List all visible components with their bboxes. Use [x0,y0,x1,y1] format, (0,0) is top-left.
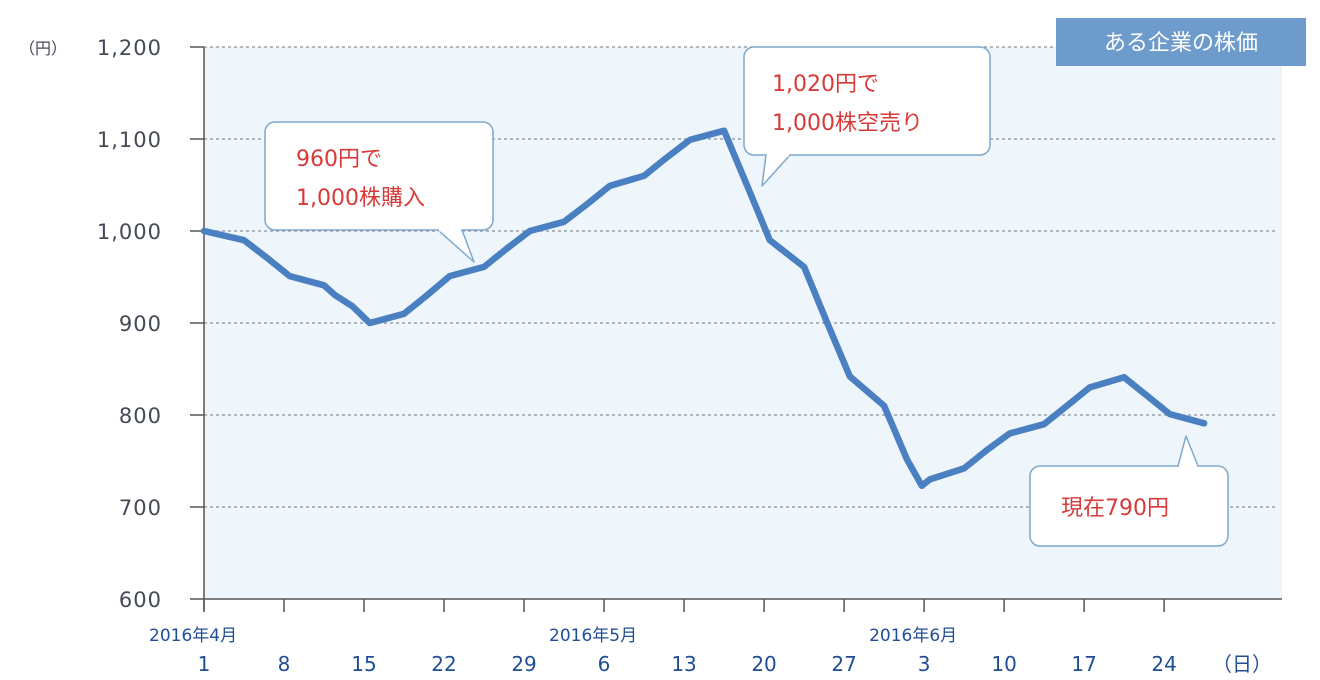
x-tick-label: 3 [918,652,931,676]
callout-tail [1177,435,1199,467]
callout-text: 1,000株空売り [772,111,923,136]
x-month-label: 2016年5月 [549,626,637,646]
y-axis-ticks: 600 700 800 900 1,000 1,100 1,200 [97,36,204,612]
title-background [1056,18,1306,66]
x-axis-ticks: 1 8 15 22 29 6 13 20 27 3 10 17 24 2016年4月 2016年5月 2016… [149,599,1177,676]
y-tick-label: 800 [119,404,162,428]
x-tick-label: 10 [991,652,1016,676]
y-tick-label: 1,200 [97,36,162,60]
x-axis-unit: （日） [1212,652,1272,676]
title-badge: ある企業の株価 [1056,18,1306,66]
callout-text: 960円で [296,147,382,172]
x-tick-label: 20 [751,652,776,676]
axes [203,47,1282,611]
x-tick-label: 8 [278,652,291,676]
grid-lines [204,46,1276,508]
x-tick-label: 17 [1071,652,1096,676]
x-tick-label: 24 [1151,652,1176,676]
callout-tail [437,229,475,263]
callout-box [1029,465,1229,547]
price-line [200,127,1208,490]
callout-box [264,121,494,231]
callout-box [743,46,991,156]
x-month-label: 2016年4月 [149,626,237,646]
x-tick-label: 13 [671,652,696,676]
x-tick-label: 27 [831,652,856,676]
x-tick-label: 22 [431,652,456,676]
x-month-label: 2016年6月 [869,626,957,646]
x-tick-label: 1 [198,652,211,676]
y-axis-unit: （円） [19,39,67,58]
callout-text: 1,020円で [772,72,879,97]
chart-title: ある企業の株価 [1104,31,1258,56]
y-tick-label: 700 [119,496,162,520]
callout-tail [761,154,791,187]
callout-text: 1,000株購入 [296,186,425,211]
price-series [200,127,1208,490]
callout-text: 現在790円 [1061,496,1169,521]
x-tick-label: 6 [598,652,611,676]
y-tick-label: 600 [119,588,162,612]
y-tick-label: 1,000 [97,220,162,244]
y-tick-label: 1,100 [97,128,162,152]
x-tick-label: 15 [351,652,376,676]
x-tick-label: 29 [511,652,536,676]
y-tick-label: 900 [119,312,162,336]
